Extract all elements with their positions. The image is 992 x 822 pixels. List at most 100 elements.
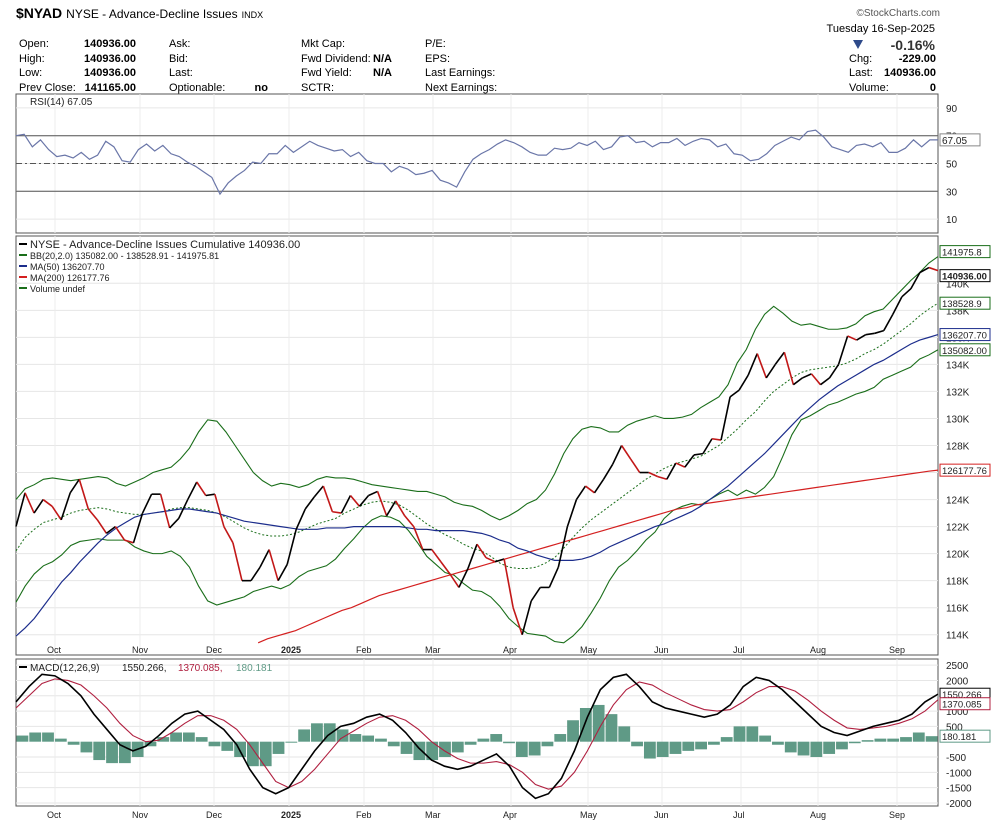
- price-legend-item: Volume undef: [30, 284, 86, 294]
- field-value: 140936.00: [84, 67, 136, 79]
- y-tick-label: -1000: [946, 768, 972, 779]
- macd-histogram-bar: [477, 738, 490, 742]
- price-segment: [810, 373, 822, 386]
- macd-histogram-bar: [567, 720, 579, 742]
- x-axis-label: Dec: [206, 810, 223, 820]
- y-tick-label: 132K: [946, 387, 970, 398]
- price-segment: [385, 500, 397, 517]
- price-segment: [313, 485, 324, 498]
- macd-histogram-bar: [643, 741, 656, 759]
- macd-histogram-bar: [67, 741, 80, 745]
- y-tick-label: -500: [946, 753, 966, 764]
- x-axis-label: Oct: [47, 810, 62, 820]
- macd-histogram-bar: [515, 741, 528, 757]
- last-value-label: 141975.8: [942, 248, 982, 259]
- macd-histogram-bar: [733, 726, 746, 742]
- price-segment: [675, 462, 686, 468]
- y-tick-label: 140K: [946, 279, 970, 290]
- field-label: Volume:: [849, 81, 889, 94]
- field-label: Fwd Yield:: [301, 67, 352, 79]
- price-segment: [214, 493, 225, 527]
- price-segment: [295, 508, 306, 530]
- price-segment: [250, 566, 261, 582]
- field-label: Ask:: [169, 38, 191, 50]
- last-value-label: 126177.76: [942, 466, 987, 477]
- price-segment: [376, 491, 388, 517]
- price-segment: [440, 561, 451, 575]
- x-axis-label: 2025: [281, 645, 301, 655]
- macd-histogram-bar: [247, 741, 259, 767]
- x-axis-label: May: [580, 810, 598, 820]
- y-tick-label: 30: [946, 187, 958, 198]
- macd-last-label: 1550.266: [942, 690, 982, 701]
- price-segment: [494, 558, 505, 563]
- last-value-label: 138528.9: [942, 299, 982, 310]
- macd-histogram-bar: [195, 737, 208, 742]
- field-value: 0: [929, 81, 936, 94]
- price-segment: [349, 494, 361, 507]
- price-segment: [774, 351, 785, 365]
- macd-histogram-bar: [182, 732, 195, 742]
- price-segment: [901, 288, 912, 298]
- price-segment: [711, 437, 722, 441]
- macd-histogram-bar: [221, 741, 234, 751]
- macd-histogram-bar: [387, 741, 400, 747]
- y-tick-label: 10: [946, 215, 958, 226]
- price-segment: [476, 543, 487, 559]
- ma200-line: [257, 469, 939, 644]
- price-segment: [874, 329, 884, 335]
- macd-histogram-bar: [784, 741, 797, 753]
- macd-histogram-bar: [272, 741, 285, 754]
- macd-histogram-bar: [554, 734, 567, 742]
- macd-histogram-bar: [772, 741, 784, 745]
- macd-histogram-bar: [746, 726, 759, 742]
- field-label: Chg:: [849, 52, 873, 65]
- macd-histogram-bar: [29, 732, 42, 742]
- macd-histogram-bar: [541, 741, 554, 747]
- macd-histogram-bar: [451, 741, 464, 753]
- field-label: Last:: [169, 67, 193, 79]
- field-value: 140936.00: [884, 67, 936, 79]
- price-segment: [820, 377, 831, 386]
- price-segment: [368, 490, 378, 497]
- x-axis-label: Dec: [206, 645, 223, 655]
- bb-lower-line: [15, 349, 939, 644]
- field-value: N/A: [373, 67, 392, 79]
- macd-histogram-bar: [823, 741, 836, 754]
- macd-histogram-bar: [490, 734, 503, 742]
- x-axis-label: Oct: [47, 645, 62, 655]
- price-segment: [141, 493, 153, 514]
- macd-histogram-bar: [528, 741, 541, 756]
- price-segment: [304, 496, 315, 510]
- x-axis-label: Apr: [503, 645, 517, 655]
- price-segment: [60, 492, 71, 521]
- price-segment: [187, 481, 198, 500]
- macd-histogram-bar: [797, 741, 810, 756]
- macd-histogram-bar: [605, 714, 618, 742]
- macd-histogram-bar: [836, 741, 848, 750]
- price-segment: [593, 478, 605, 494]
- macd-histogram-bar: [170, 732, 182, 742]
- y-tick-label: 134K: [946, 360, 970, 371]
- price-segment: [205, 493, 215, 497]
- macd-histogram-bar: [631, 741, 643, 747]
- stockcharts-logo[interactable]: ©StockCharts.com: [856, 8, 940, 19]
- price-segment: [910, 272, 921, 290]
- rsi-legend: RSI(14) 67.05: [30, 97, 93, 108]
- price-segment: [340, 495, 352, 514]
- price-segment: [837, 335, 849, 365]
- field-label: Prev Close:: [19, 81, 76, 94]
- field-label: EPS:: [425, 52, 451, 65]
- price-segment: [792, 377, 803, 386]
- value-box: [939, 245, 991, 259]
- price-segment: [96, 519, 108, 534]
- value-box: [939, 697, 991, 711]
- field-label: Open:: [19, 38, 49, 50]
- macd-histogram-bar: [925, 736, 938, 742]
- field-label: Last:: [849, 67, 873, 79]
- field-label: High:: [19, 52, 45, 65]
- y-tick-label: 500: [946, 722, 963, 733]
- price-segment: [177, 499, 189, 519]
- price-segment: [783, 352, 795, 385]
